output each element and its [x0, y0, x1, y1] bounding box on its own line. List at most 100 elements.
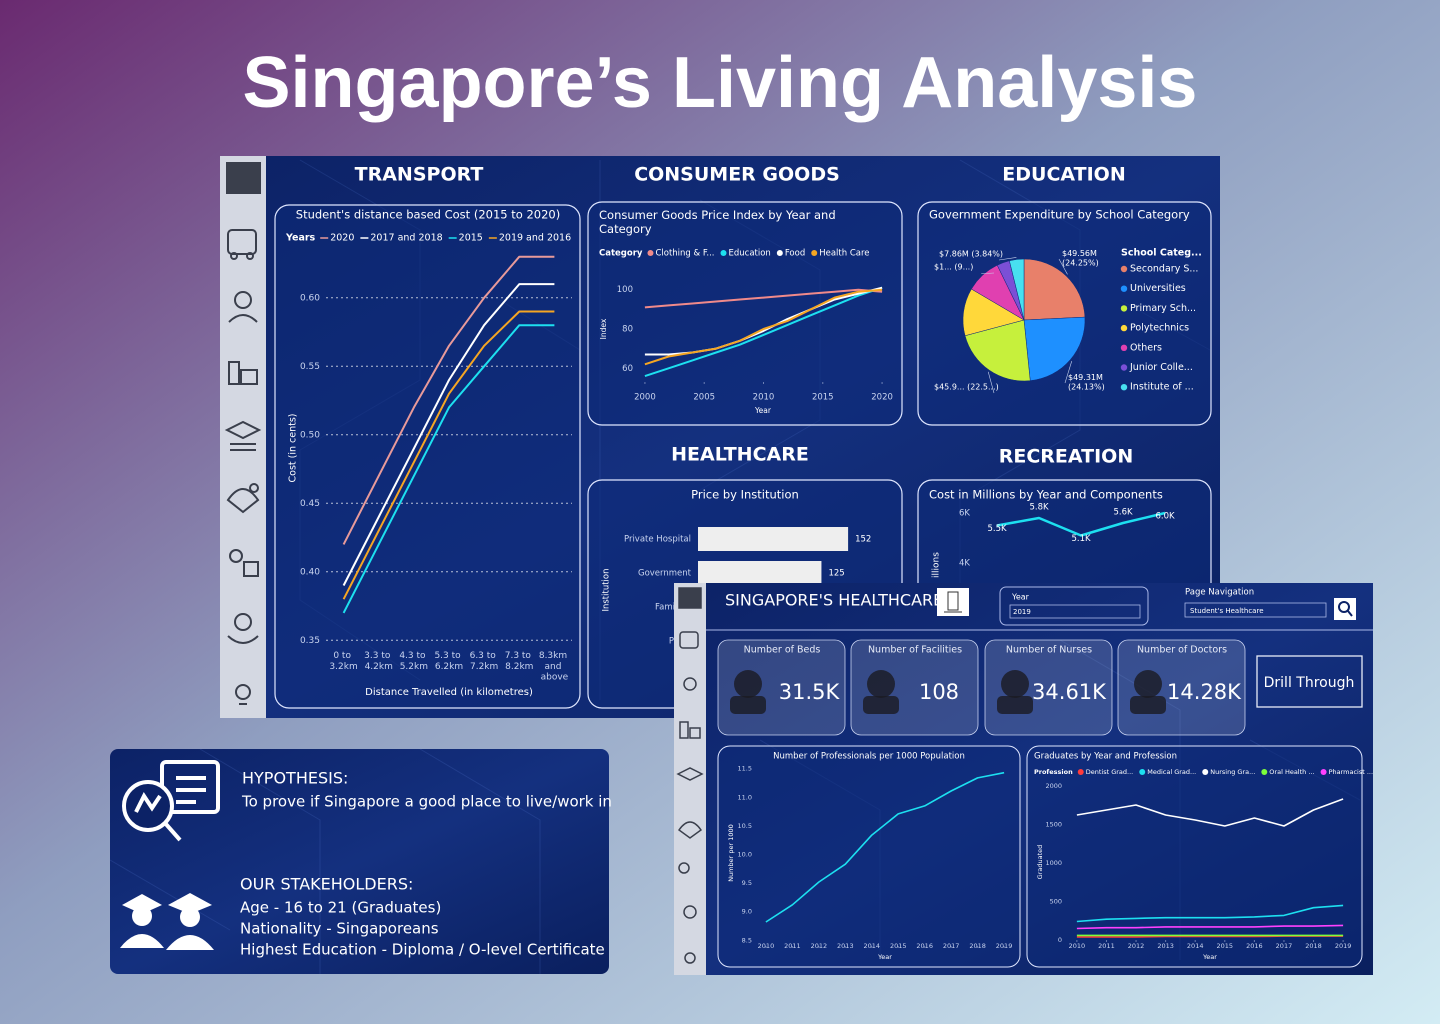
- hypothesis-icon: [122, 760, 220, 842]
- y-tick-label: 11.0: [738, 793, 752, 801]
- logo: [937, 588, 969, 616]
- hypothesis-text: To prove if Singapore a good place to li…: [241, 793, 612, 811]
- y-tick-label: 0.55: [300, 362, 320, 372]
- y-tick-label: Private Hospital: [624, 535, 691, 545]
- y-tick-label: 0: [1058, 936, 1062, 944]
- x-tick-label: 2013: [837, 942, 854, 950]
- bar: [698, 561, 822, 585]
- leader-line: [981, 272, 995, 275]
- drill-button[interactable]: [1256, 655, 1363, 708]
- chart-title: Graduates by Year and Profession: [1034, 752, 1177, 762]
- legend-title: Category: [599, 249, 643, 259]
- series-line: [1076, 935, 1344, 938]
- kpi-icon: [1134, 670, 1162, 698]
- nav-value: Student's Healthcare: [1190, 607, 1264, 615]
- series-line: [1076, 798, 1344, 827]
- x-tick-label: 2017: [943, 942, 960, 950]
- y-tick-label: 9.0: [742, 908, 752, 916]
- legend-marker: [720, 250, 727, 256]
- hypothesis-card: HYPOTHESIS: To prove if Singapore a good…: [109, 748, 612, 974]
- filter-label: Year: [1011, 593, 1030, 602]
- pie-slice: [1023, 258, 1086, 321]
- kpi-value: 31.5K: [779, 680, 841, 704]
- y-tick-label: 0.50: [300, 430, 320, 440]
- y-tick-label: 1500: [1045, 821, 1062, 829]
- data-label: 152: [855, 535, 871, 545]
- legend-marker: [1120, 285, 1128, 292]
- leader-line: [998, 257, 1017, 261]
- series-line: [1076, 924, 1344, 930]
- y-tick-label: 0.45: [300, 499, 320, 509]
- x-tick-label: 4.3 to 5.2km: [399, 651, 428, 672]
- stakeholder-line: Age - 16 to 21 (Graduates): [240, 899, 441, 917]
- data-label: $49.56M (24.25%): [1062, 249, 1099, 268]
- section-heading: RECREATION: [999, 446, 1133, 468]
- legend-label: Dentist Grad...: [1086, 768, 1134, 776]
- x-tick-label: 2017: [1276, 942, 1293, 950]
- data-label: 5.8K: [1029, 503, 1049, 513]
- x-tick-label: 5.3 to 6.2km: [434, 651, 463, 672]
- y-axis-label: Graduated: [1036, 845, 1044, 880]
- logo-glyph: [944, 591, 962, 613]
- legend-label: Medical Grad...: [1147, 768, 1196, 776]
- chart-title: Number of Professionals per 1000 Populat…: [773, 752, 965, 762]
- data-label: 5.1K: [1071, 534, 1091, 544]
- section-heading: TRANSPORT: [355, 164, 484, 186]
- x-tick-label: 2018: [1305, 942, 1322, 950]
- legend-label: Secondary S...: [1130, 264, 1198, 275]
- dropdown[interactable]: [1009, 604, 1141, 619]
- panel: [1026, 745, 1363, 968]
- kpi-icon: [734, 670, 762, 698]
- sidebar-icons: [676, 587, 704, 964]
- x-tick-label: 2012: [811, 942, 828, 950]
- legend-marker: [1139, 769, 1146, 775]
- legend-label: Health Care: [819, 249, 869, 259]
- x-tick-label: 2011: [1098, 942, 1115, 950]
- pie-slice: [1009, 258, 1025, 321]
- x-tick-label: 2014: [863, 942, 880, 950]
- background-pattern: [109, 748, 541, 974]
- y-axis-label: Index: [599, 318, 608, 339]
- legend-marker: [1120, 384, 1128, 391]
- data-label: $49.31M (24.13%): [1068, 373, 1105, 392]
- series-line: [342, 283, 555, 586]
- kpi-value: 14.28K: [1167, 680, 1242, 704]
- legend-label: Pharmacist ...: [1329, 768, 1373, 776]
- y-tick-label: 100: [617, 285, 633, 295]
- data-label: $1... (9...): [934, 263, 973, 272]
- kpi-icon: [1130, 696, 1166, 714]
- x-axis-label: Year: [877, 953, 892, 961]
- series-line: [765, 771, 1005, 923]
- section-heading: HEALTHCARE: [671, 444, 809, 466]
- kpi-value: 108: [919, 680, 959, 704]
- x-tick-label: 6.3 to 7.2km: [470, 651, 499, 672]
- kpi-value: 34.61K: [1032, 680, 1107, 704]
- kpi-icon: [863, 696, 899, 714]
- kpi-label: Number of Nurses: [1006, 645, 1092, 656]
- x-tick-label: 2016: [916, 942, 933, 950]
- legend-marker: [1120, 324, 1128, 332]
- filter-value: 2019: [1013, 608, 1031, 616]
- healthcare-title: SINGAPORE'S HEALTHCARE: [725, 591, 943, 610]
- legend-label: 2017 and 2018: [370, 233, 442, 244]
- legend-title: School Categ...: [1121, 248, 1202, 259]
- legend-marker: [776, 250, 783, 256]
- y-axis-label: Institution: [602, 568, 612, 611]
- x-axis-label: Year: [754, 406, 772, 415]
- chart-title: Consumer Goods Price Index by Year and C…: [599, 208, 839, 236]
- dropdown[interactable]: [1184, 602, 1327, 618]
- kpi-label: Number of Doctors: [1137, 645, 1227, 656]
- x-tick-label: 3.3 to 4.2km: [364, 651, 393, 672]
- kpi-row: Number of Beds 31.5K Number of Facilities 1…: [717, 639, 1246, 736]
- x-axis-label: Distance Travelled (in kilometres): [365, 687, 533, 698]
- legend-label: Universities: [1130, 283, 1186, 294]
- year-filter[interactable]: [999, 586, 1149, 626]
- legend-label: Oral Health ...: [1269, 768, 1314, 776]
- legend-marker: [1120, 265, 1128, 273]
- y-axis-label: Number per 1000: [727, 824, 735, 882]
- x-tick-label: 2018: [969, 942, 986, 950]
- page-title: Singapore’s Living Analysis: [243, 43, 1198, 123]
- leader-line: [1058, 258, 1068, 275]
- y-tick-label: 9.5: [742, 879, 752, 887]
- search-icon: [1338, 601, 1353, 617]
